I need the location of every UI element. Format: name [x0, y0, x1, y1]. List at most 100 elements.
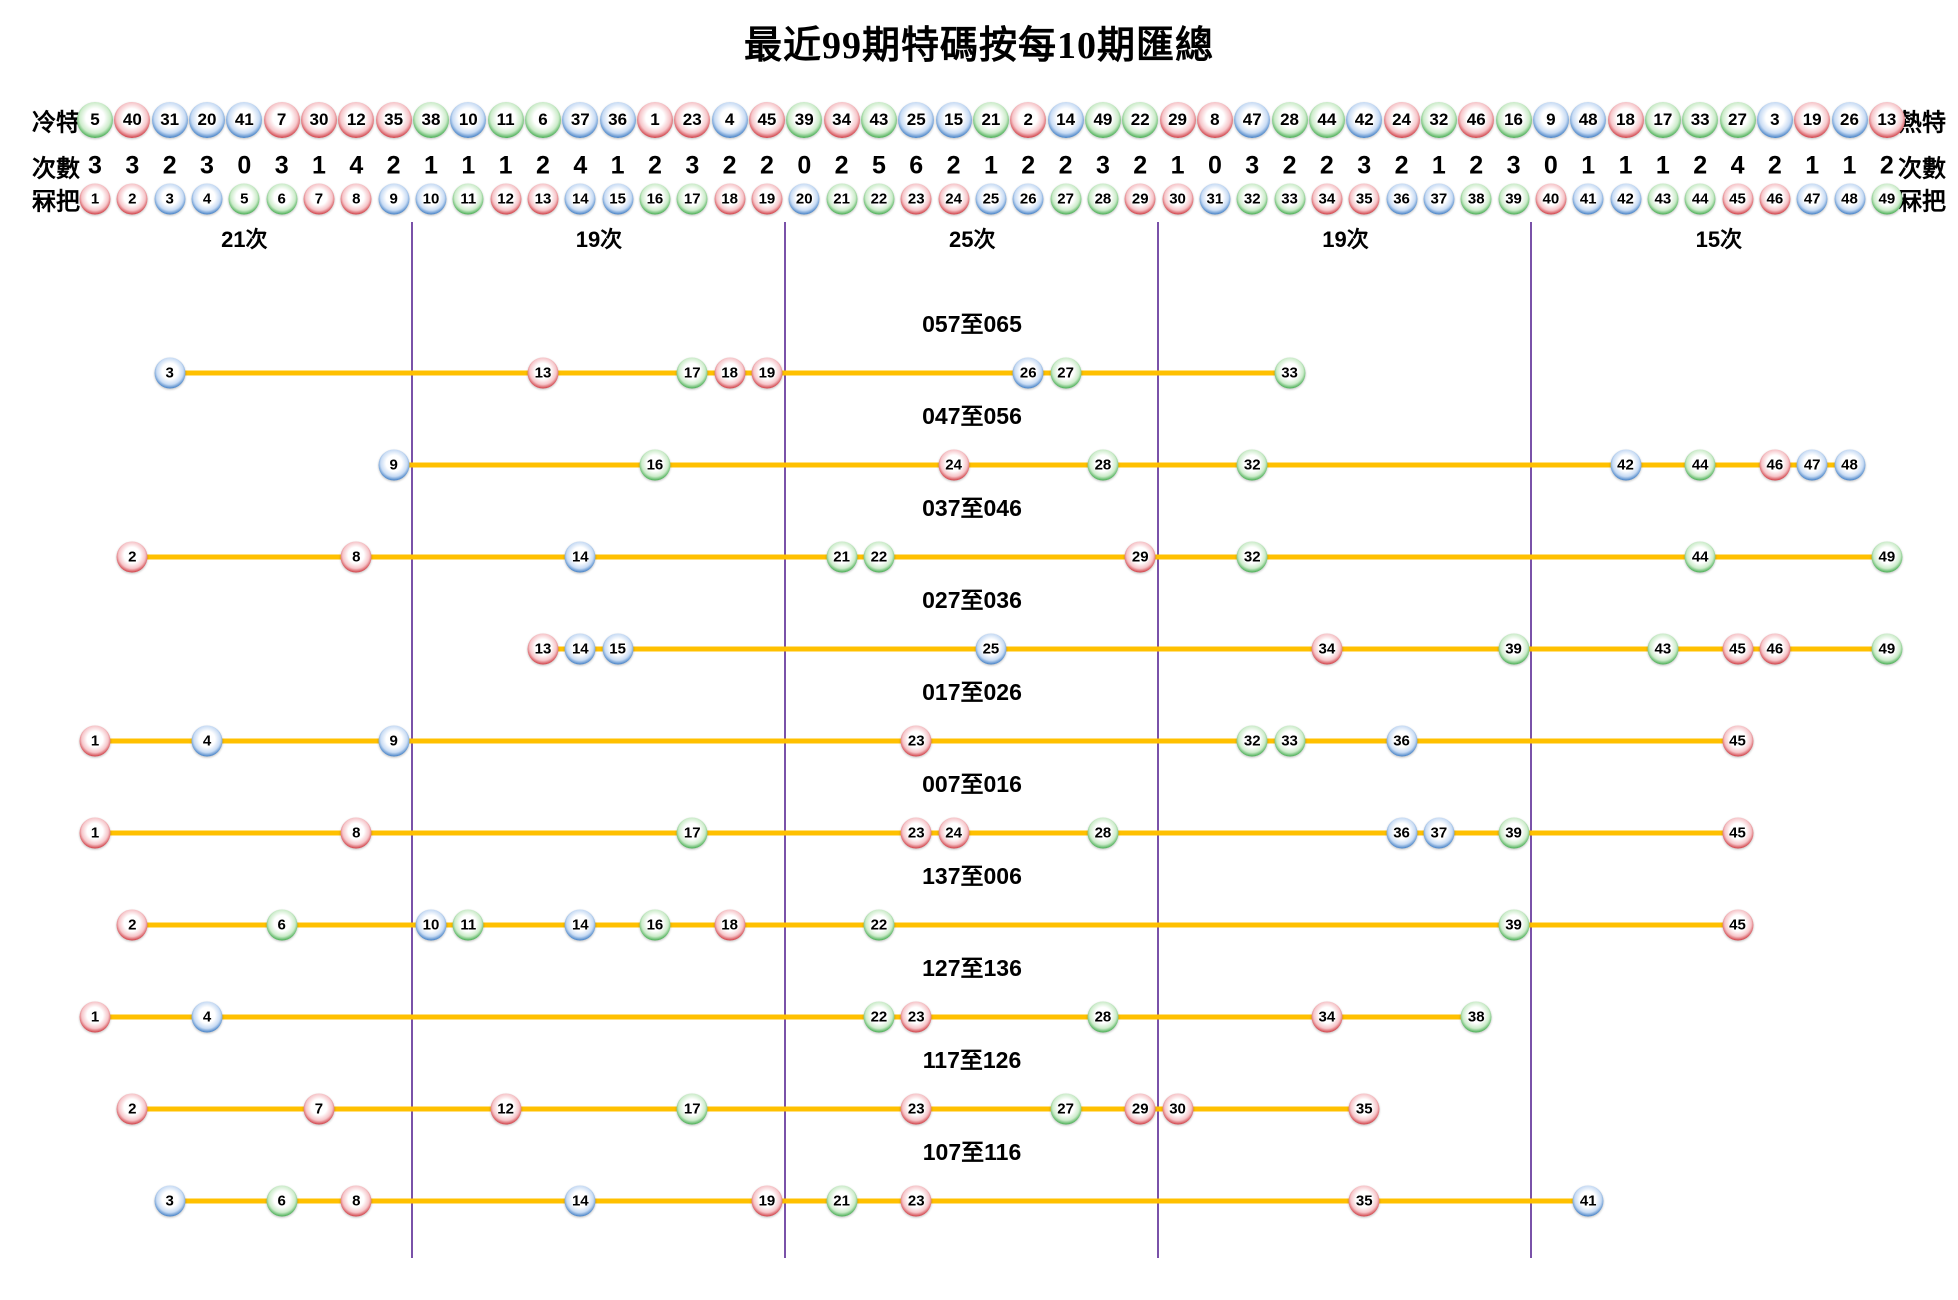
chart-ball: 8 [340, 1185, 372, 1217]
count-value: 2 [1282, 151, 1297, 180]
row-line [169, 1198, 1589, 1204]
chart-ball: 39 [1498, 817, 1530, 849]
count-value: 1 [1170, 151, 1185, 180]
chart-ball: 14 [564, 633, 596, 665]
count-value: 1 [1581, 151, 1596, 180]
chart-ball: 49 [1871, 633, 1903, 665]
cold-hot-ball: 34 [823, 102, 860, 138]
number-ball: 1 [79, 183, 111, 215]
number-ball: 31 [1199, 183, 1231, 215]
chart-ball: 9 [378, 725, 410, 757]
chart-ball: 45 [1722, 725, 1754, 757]
cold-hot-ball: 28 [1271, 102, 1308, 138]
number-ball: 13 [527, 183, 559, 215]
chart-ball: 46 [1759, 633, 1791, 665]
cold-hot-ball: 7 [263, 102, 300, 138]
cold-hot-ball: 3 [1756, 102, 1793, 138]
number-ball: 18 [714, 183, 746, 215]
chart-ball: 39 [1498, 633, 1530, 665]
chart-ball: 23 [900, 1093, 932, 1125]
row-label: 127至136 [922, 955, 1022, 981]
chart-ball: 35 [1348, 1185, 1380, 1217]
number-ball: 34 [1311, 183, 1343, 215]
cold-hot-ball: 9 [1532, 102, 1569, 138]
number-ball: 29 [1124, 183, 1156, 215]
chart-ball: 18 [714, 909, 746, 941]
chart-ball: 26 [1012, 357, 1044, 389]
number-ball: 35 [1348, 183, 1380, 215]
chart-ball: 44 [1684, 541, 1716, 573]
counts-label-left: 次數 [32, 155, 80, 183]
number-ball: 4 [191, 183, 223, 215]
count-value: 1 [1805, 151, 1820, 180]
row-line [95, 1014, 1477, 1020]
number-ball: 10 [415, 183, 447, 215]
chart-ball: 28 [1087, 817, 1119, 849]
count-value: 2 [1693, 151, 1708, 180]
chart-ball: 32 [1236, 449, 1268, 481]
count-value: 2 [1767, 151, 1782, 180]
numbers-label-right: 冧把 [1898, 188, 1946, 216]
chart-ball: 22 [863, 541, 895, 573]
chart-ball: 19 [751, 1185, 783, 1217]
cold-hot-ball: 22 [1122, 102, 1159, 138]
chart-ball: 22 [863, 909, 895, 941]
chart-ball: 45 [1722, 909, 1754, 941]
cold-hot-ball: 43 [860, 102, 897, 138]
count-value: 1 [983, 151, 998, 180]
number-ball: 40 [1535, 183, 1567, 215]
chart-ball: 8 [340, 541, 372, 573]
count-value: 3 [1506, 151, 1521, 180]
chart-ball: 23 [900, 725, 932, 757]
row-label: 047至056 [922, 403, 1022, 429]
chart-ball: 12 [490, 1093, 522, 1125]
number-ball: 17 [676, 183, 708, 215]
count-value: 1 [424, 151, 438, 180]
cold-hot-ball: 17 [1644, 102, 1681, 138]
cold-hot-ball: 16 [1495, 102, 1532, 138]
chart-ball: 42 [1610, 449, 1642, 481]
chart-ball: 21 [826, 541, 858, 573]
count-value: 2 [536, 151, 550, 180]
number-ball: 6 [266, 183, 298, 215]
chart-ball: 41 [1572, 1185, 1604, 1217]
chart-ball: 35 [1348, 1093, 1380, 1125]
count-value: 1 [1842, 151, 1857, 180]
cold-hot-ball: 47 [1234, 102, 1271, 138]
chart-ball: 45 [1722, 633, 1754, 665]
chart-ball: 6 [266, 909, 298, 941]
number-ball: 38 [1460, 183, 1492, 215]
cold-hot-ball: 32 [1420, 102, 1457, 138]
cold-hot-ball: 11 [487, 102, 524, 138]
number-ball: 9 [378, 183, 410, 215]
chart-ball: 44 [1684, 449, 1716, 481]
cold-hot-ball: 19 [1794, 102, 1831, 138]
row-label: 117至126 [922, 1047, 1022, 1073]
chart-ball: 1 [79, 817, 111, 849]
count-value: 1 [312, 151, 326, 180]
number-ball: 25 [975, 183, 1007, 215]
cold-hot-ball: 15 [935, 102, 972, 138]
chart-ball: 14 [564, 541, 596, 573]
number-ball: 21 [826, 183, 858, 215]
cold-hot-ball: 33 [1682, 102, 1719, 138]
chart-ball: 46 [1759, 449, 1791, 481]
chart-ball: 2 [116, 909, 148, 941]
row-line [132, 1106, 1365, 1112]
chart-ball: 15 [602, 633, 634, 665]
count-value: 2 [1879, 151, 1894, 180]
chart-ball: 8 [340, 817, 372, 849]
count-value: 2 [1021, 151, 1036, 180]
number-ball: 28 [1087, 183, 1119, 215]
chart-ball: 4 [191, 725, 223, 757]
cold-hot-ball: 18 [1607, 102, 1644, 138]
cold-hot-ball: 21 [972, 102, 1009, 138]
number-ball: 22 [863, 183, 895, 215]
chart-ball: 19 [751, 357, 783, 389]
cold-hot-ball: 36 [599, 102, 636, 138]
number-ball: 20 [788, 183, 820, 215]
count-value: 3 [685, 151, 700, 180]
chart-ball: 23 [900, 817, 932, 849]
row-label: 017至026 [922, 679, 1022, 705]
cold-hot-ball: 42 [1346, 102, 1383, 138]
